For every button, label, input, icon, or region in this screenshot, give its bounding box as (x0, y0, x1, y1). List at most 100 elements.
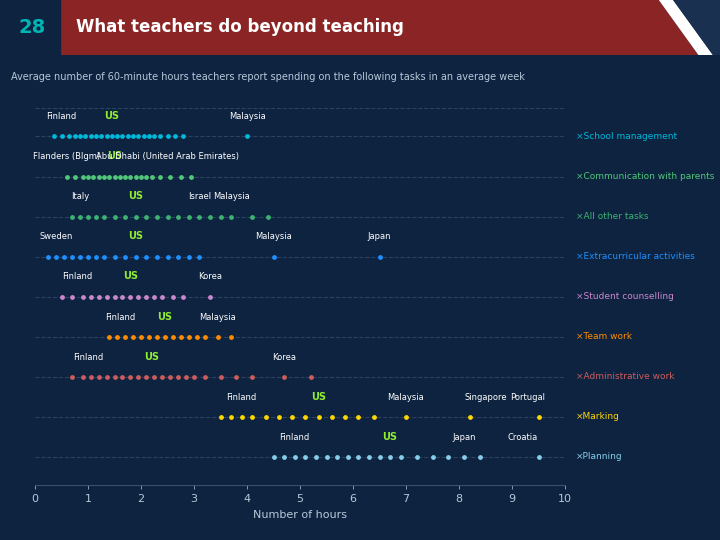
Point (263, 212, 274, 221)
Point (90, 132, 102, 141)
Point (66, 252, 78, 261)
Point (143, 132, 155, 141)
Point (120, 212, 131, 221)
Point (104, 172, 115, 181)
Text: US: US (123, 272, 138, 281)
Point (246, 413, 258, 421)
Text: ×Student counselling: ×Student counselling (575, 292, 673, 301)
Point (246, 212, 258, 221)
Text: Japan: Japan (453, 433, 476, 442)
Point (353, 413, 364, 421)
Polygon shape (61, 0, 698, 55)
Text: US: US (158, 312, 172, 321)
Text: ×Communication with parents: ×Communication with parents (575, 172, 714, 181)
Point (77, 292, 89, 301)
Text: Malaysia: Malaysia (387, 393, 424, 402)
Text: ×Administrative work: ×Administrative work (575, 372, 674, 381)
Point (114, 172, 125, 181)
Text: 28: 28 (19, 18, 46, 37)
Point (215, 373, 226, 381)
Point (215, 212, 226, 221)
Text: Flanders (Blgm): Flanders (Blgm) (33, 152, 100, 161)
Point (395, 453, 407, 461)
Point (117, 132, 128, 141)
Text: Malaysia: Malaysia (229, 112, 266, 121)
Point (236, 413, 248, 421)
Point (260, 413, 271, 421)
Point (199, 333, 210, 341)
Point (170, 132, 181, 141)
Text: Israel: Israel (188, 192, 211, 201)
Point (411, 453, 423, 461)
Point (225, 413, 237, 421)
Point (320, 453, 332, 461)
Point (135, 333, 147, 341)
Point (117, 292, 128, 301)
Point (273, 413, 284, 421)
Point (101, 292, 112, 301)
Text: Finland: Finland (227, 393, 257, 402)
Point (183, 252, 194, 261)
Point (533, 453, 544, 461)
Point (188, 373, 199, 381)
Text: Finland: Finland (46, 112, 76, 121)
Point (162, 212, 174, 221)
Point (135, 172, 147, 181)
Point (138, 132, 150, 141)
Text: Finland: Finland (73, 353, 103, 362)
Point (474, 453, 486, 461)
Point (80, 132, 91, 141)
Point (125, 373, 136, 381)
Point (140, 212, 152, 221)
Text: Malaysia: Malaysia (255, 232, 292, 241)
Point (167, 292, 179, 301)
Point (48, 132, 59, 141)
Point (82, 252, 94, 261)
Point (148, 373, 160, 381)
Point (104, 333, 115, 341)
Point (130, 212, 141, 221)
Point (300, 413, 311, 421)
Point (289, 453, 300, 461)
Point (55, 132, 67, 141)
Point (533, 413, 544, 421)
Text: Croatia: Croatia (508, 433, 538, 442)
Point (241, 132, 253, 141)
Point (125, 172, 136, 181)
Text: US: US (382, 432, 397, 442)
Text: US: US (104, 111, 120, 121)
Point (90, 252, 102, 261)
Point (74, 212, 86, 221)
Point (66, 292, 78, 301)
Point (148, 132, 160, 141)
Point (69, 132, 81, 141)
Point (194, 252, 205, 261)
Point (194, 212, 205, 221)
Text: Average number of 60-minute hours teachers report spending on the following task: Average number of 60-minute hours teache… (11, 72, 525, 82)
Text: What teachers do beyond teaching: What teachers do beyond teaching (76, 18, 403, 37)
Text: Portugal: Portugal (510, 393, 546, 402)
Point (230, 373, 242, 381)
Point (96, 132, 107, 141)
Point (300, 453, 311, 461)
Point (85, 292, 96, 301)
Point (120, 333, 131, 341)
Point (55, 292, 67, 301)
Text: Singapore: Singapore (464, 393, 507, 402)
Point (93, 172, 104, 181)
Point (159, 333, 171, 341)
Point (186, 172, 197, 181)
Point (310, 453, 322, 461)
Point (74, 132, 86, 141)
Point (143, 333, 155, 341)
Point (93, 373, 104, 381)
Point (175, 333, 186, 341)
Point (101, 373, 112, 381)
Point (109, 252, 120, 261)
Point (130, 172, 141, 181)
Point (172, 212, 184, 221)
Text: US: US (107, 151, 122, 161)
Point (215, 413, 226, 421)
Point (199, 373, 210, 381)
Text: Finland: Finland (279, 433, 310, 442)
